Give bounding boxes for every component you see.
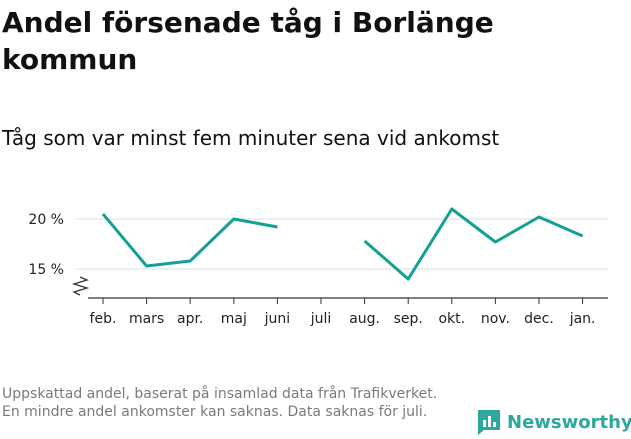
y-tick-label: 15 %	[28, 262, 64, 278]
x-tick-label: okt.	[438, 311, 465, 327]
series-line	[101, 213, 278, 268]
x-tick-label: sep.	[394, 311, 423, 327]
gridlines	[76, 218, 608, 270]
x-tick-label: maj	[221, 311, 247, 327]
x-tick-label: dec.	[524, 311, 554, 327]
y-tick-label: 20 %	[28, 212, 64, 228]
newsworthy-logo-icon	[478, 410, 500, 435]
x-tick-label: juni	[264, 311, 291, 327]
brand-name: Newsworthy	[507, 411, 631, 433]
x-tick-label: apr.	[177, 311, 203, 327]
x-tick-label: jan.	[569, 311, 596, 327]
chart-title: Andel försenade tåg i Borlänge kommun	[2, 6, 494, 76]
line-chart: 15 % 20 % feb. mars apr. maj juni juli aug. sep.…	[28, 207, 608, 327]
x-tick-label: mars	[129, 311, 164, 327]
x-axis: feb. mars apr. maj juni juli aug. sep. okt. nov. d…	[88, 297, 608, 327]
series-line	[363, 207, 584, 281]
brand-logo: Newsworthy	[476, 408, 631, 436]
x-tick-label: juli	[310, 311, 332, 327]
x-tick-label: aug.	[349, 311, 380, 327]
axis-break-icon	[71, 276, 90, 296]
chart-subtitle: Tåg som var minst fem minuter sena vid a…	[2, 126, 500, 150]
footnote: Uppskattad andel, baserat på insamlad da…	[2, 386, 438, 420]
series-layer	[101, 207, 584, 281]
x-tick-label: nov.	[481, 311, 510, 327]
y-axis: 15 % 20 %	[28, 212, 90, 296]
x-tick-label: feb.	[90, 311, 117, 327]
